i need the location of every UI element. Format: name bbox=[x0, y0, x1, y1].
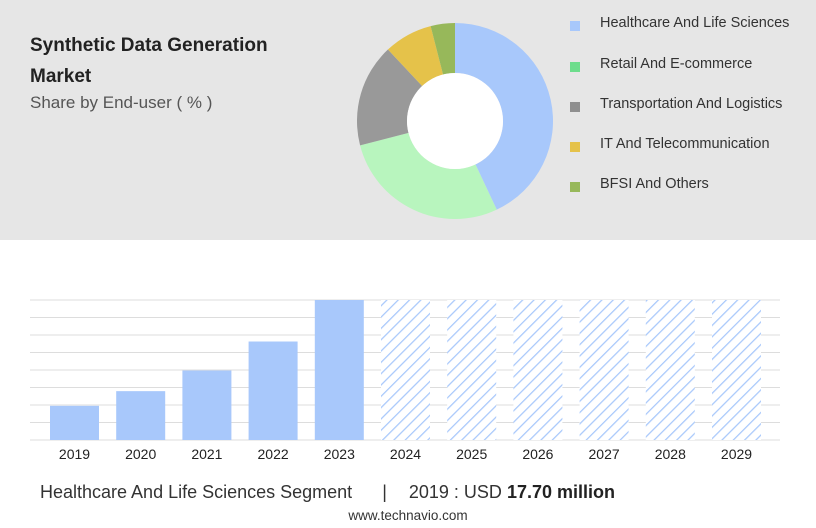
footer-summary: Healthcare And Life Sciences Segment | 201… bbox=[40, 482, 800, 503]
bar-2023 bbox=[314, 300, 364, 440]
donut-slice-5 bbox=[430, 23, 455, 75]
legend-swatch-retail bbox=[570, 62, 580, 72]
bar-2021 bbox=[182, 370, 232, 440]
chart-subtitle: Share by End-user ( % ) bbox=[30, 93, 213, 112]
legend-label-transportation: Transportation And Logistics bbox=[600, 96, 783, 112]
donut-slice-1 bbox=[455, 23, 553, 210]
bar-chart: 2019 2020 2021 2022 2023 2024 2025 2026 2027 2028… bbox=[30, 299, 780, 462]
legend-label-retail: Retail And E-commerce bbox=[600, 56, 753, 72]
forecast-bar-2025 bbox=[447, 300, 497, 440]
donut-hole bbox=[407, 73, 503, 169]
legend-label-it: IT And Telecommunication bbox=[600, 136, 770, 152]
chart-title: Synthetic Data Generation Market bbox=[30, 35, 268, 87]
legend-swatch-bfsi bbox=[570, 182, 580, 192]
legend-label-healthcare: Healthcare And Life Sciences bbox=[600, 15, 790, 31]
footer-segment: Healthcare And Life Sciences Segment bbox=[40, 482, 353, 502]
x-tick-label-2029: 2029 bbox=[721, 446, 752, 462]
footer-value: 17.70 million bbox=[506, 482, 615, 502]
forecast-bar-2028 bbox=[645, 300, 695, 440]
x-tick-label-2021: 2021 bbox=[191, 446, 222, 462]
donut-chart bbox=[357, 23, 553, 219]
donut-slice-3 bbox=[357, 49, 423, 146]
donut-slice-2 bbox=[360, 132, 497, 219]
x-tick-label-2024: 2024 bbox=[390, 446, 421, 462]
x-tick-label-2027: 2027 bbox=[589, 446, 620, 462]
forecast-bar-2027 bbox=[579, 300, 629, 440]
legend-swatch-healthcare bbox=[570, 21, 580, 31]
x-tick-label-2026: 2026 bbox=[522, 446, 553, 462]
forecast-bar-2026 bbox=[513, 300, 563, 440]
x-tick-label-2028: 2028 bbox=[655, 446, 686, 462]
forecast-bar-2029 bbox=[712, 300, 761, 440]
legend-swatch-it bbox=[570, 142, 580, 152]
bar-2019 bbox=[50, 405, 99, 440]
donut-slice-4 bbox=[387, 26, 444, 87]
x-tick-label-2019: 2019 bbox=[59, 446, 90, 462]
footer-year-currency: 2019 : USD bbox=[408, 482, 502, 502]
bar-2022 bbox=[248, 341, 298, 440]
x-tick-label-2023: 2023 bbox=[324, 446, 355, 462]
bar-2020 bbox=[116, 391, 166, 440]
x-tick-label-2022: 2022 bbox=[258, 446, 289, 462]
x-tick-label-2025: 2025 bbox=[456, 446, 487, 462]
legend-label-bfsi: BFSI And Others bbox=[600, 176, 709, 192]
x-tick-label-2020: 2020 bbox=[125, 446, 156, 462]
website-link[interactable]: www.technavio.com bbox=[348, 508, 468, 523]
legend-swatch-transportation bbox=[570, 102, 580, 112]
footer-separator: | bbox=[382, 482, 387, 502]
forecast-bar-2024 bbox=[381, 300, 430, 440]
